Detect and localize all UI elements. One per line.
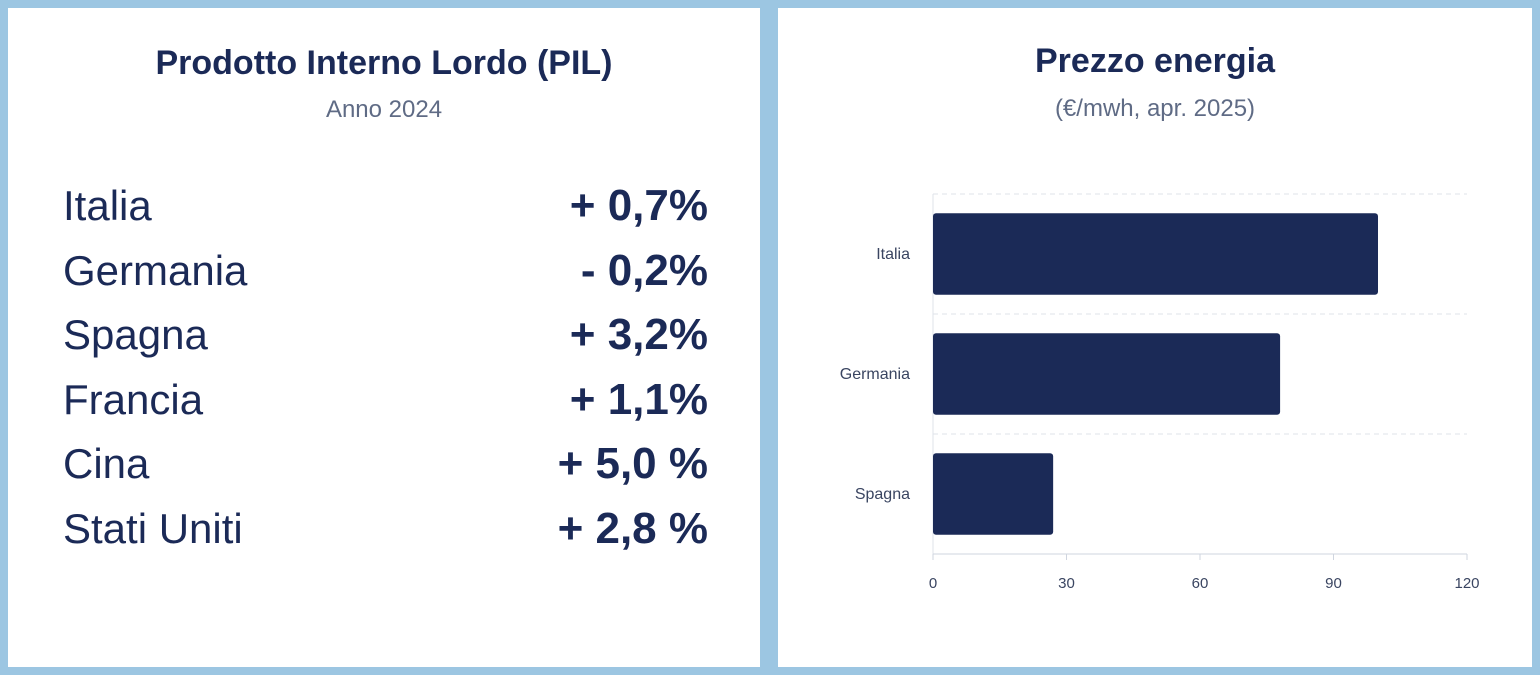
gdp-country: Cina xyxy=(63,440,150,488)
gdp-value: + 5,0 % xyxy=(557,439,708,489)
gdp-row-italia: Italia + 0,7% xyxy=(63,174,708,239)
category-label: Germania xyxy=(840,366,910,383)
gdp-list: Italia + 0,7% Germania - 0,2% Spagna + 3… xyxy=(63,174,708,561)
gdp-value: - 0,2% xyxy=(580,245,708,295)
bar-spagna xyxy=(933,453,1054,535)
energy-title: Prezzo energia xyxy=(1035,42,1275,80)
energy-bar-chart: Italia Germania Spagna 0 30 60 90 120 xyxy=(840,193,1480,592)
bar-germania xyxy=(933,333,1281,415)
x-tick-label: 90 xyxy=(1325,575,1342,592)
gdp-row-spagna: Spagna + 3,2% xyxy=(63,303,708,368)
gdp-subtitle: Anno 2024 xyxy=(325,96,443,123)
gdp-row-cina: Cina + 5,0 % xyxy=(63,432,708,497)
gdp-country: Italia xyxy=(63,182,152,230)
category-label: Spagna xyxy=(855,486,910,503)
gdp-panel: Prodotto Interno Lordo (PIL) Anno 2024 I… xyxy=(8,8,760,667)
gdp-value: + 1,1% xyxy=(569,374,708,424)
gdp-row-germania: Germania - 0,2% xyxy=(63,239,708,304)
x-tick-label: 0 xyxy=(929,575,937,592)
bar-italia xyxy=(933,213,1378,295)
gdp-country: Spagna xyxy=(63,311,208,359)
energy-subtitle: (€/mwh, apr. 2025) xyxy=(1054,95,1256,122)
gdp-value: + 2,8 % xyxy=(557,503,708,553)
gdp-country: Stati Uniti xyxy=(63,504,243,552)
x-tick-label: 30 xyxy=(1058,575,1075,592)
gdp-value: + 3,2% xyxy=(569,310,708,360)
gdp-country: Germania xyxy=(63,246,248,294)
category-label: Italia xyxy=(876,246,910,263)
gdp-country: Francia xyxy=(63,375,204,423)
gdp-title: Prodotto Interno Lordo (PIL) xyxy=(155,44,613,82)
x-tick-label: 120 xyxy=(1454,575,1479,592)
energy-panel: Prezzo energia (€/mwh, apr. 2025) Italia… xyxy=(778,8,1532,667)
gdp-value: + 0,7% xyxy=(569,181,708,231)
x-tick-label: 60 xyxy=(1192,575,1209,592)
gdp-row-stati-uniti: Stati Uniti + 2,8 % xyxy=(63,497,708,562)
gdp-row-francia: Francia + 1,1% xyxy=(63,368,708,433)
